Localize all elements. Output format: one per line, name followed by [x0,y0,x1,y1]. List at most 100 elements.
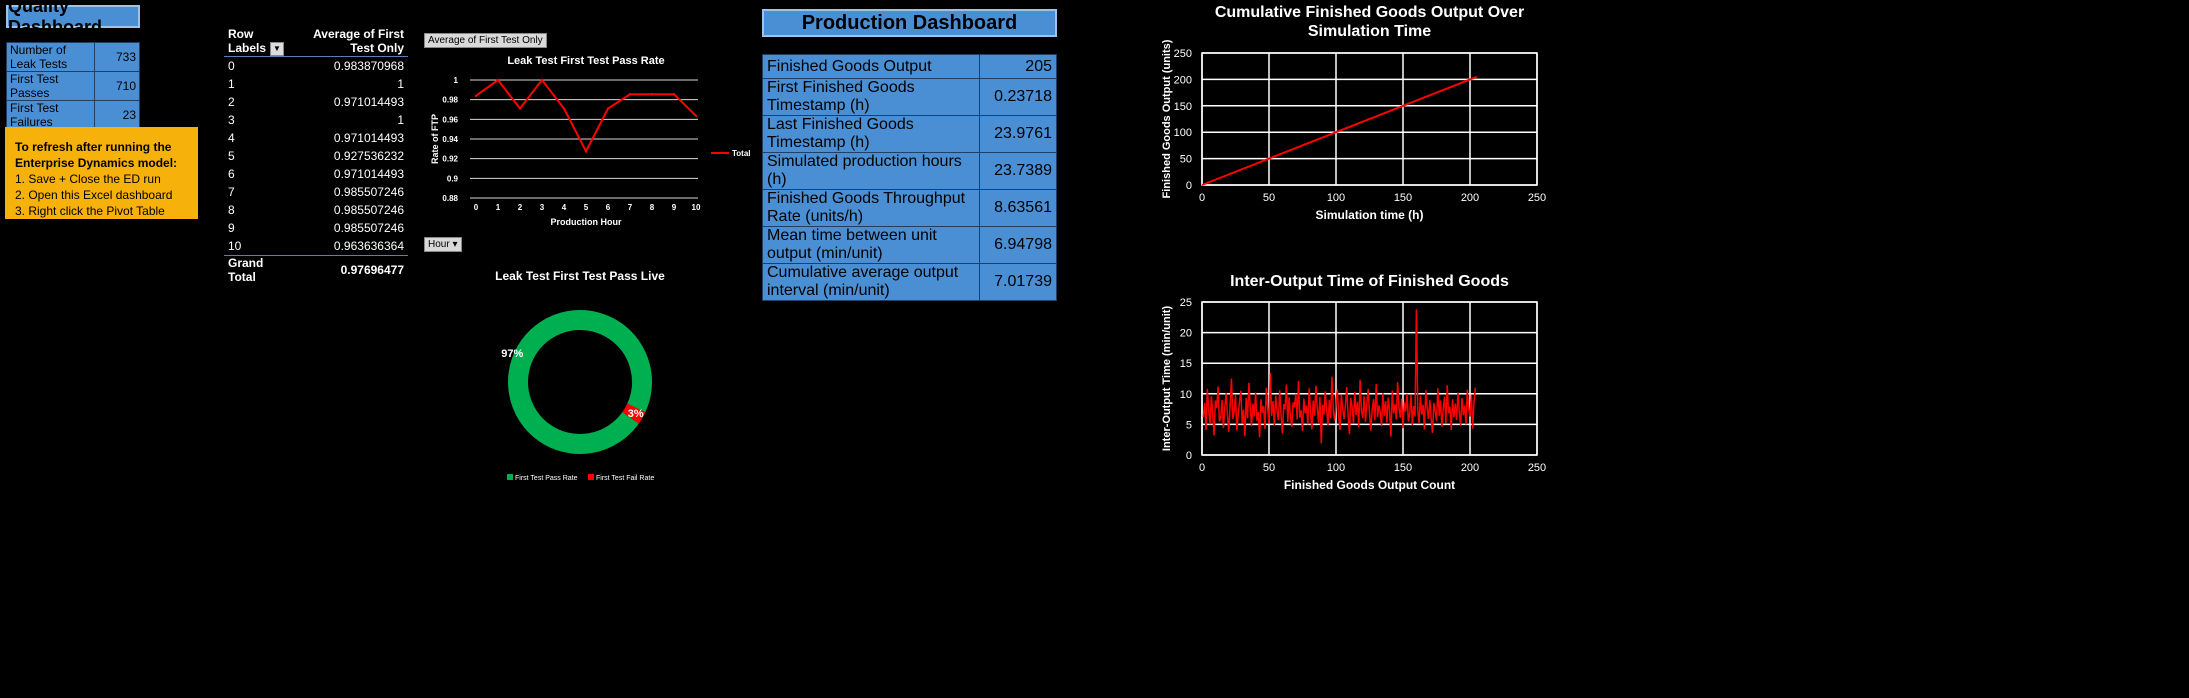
y-tick-label: 0.9 [447,174,459,183]
chart-title: Leak Test First Test Pass Live [495,269,665,283]
grand-total-value: 0.97696477 [292,254,408,284]
y-tick-label: 10 [1180,389,1192,401]
pivot-table[interactable]: Row Labels ▼ Average of First Test Only 0… [224,27,408,284]
y-tick-label: 0 [1186,450,1192,462]
production-label: Last Finished Goods Timestamp (h) [762,115,980,153]
pivot-row-label: 0 [228,58,235,73]
pivot-row-value: 1 [397,76,404,91]
legend-label-fail: First Test Fail Rate [596,475,654,482]
pivot-row-label: 5 [228,148,235,163]
data-point [540,78,544,82]
production-value: 205 [979,54,1057,79]
pivot-row[interactable]: 10 0.963636364 [224,237,408,256]
kpi-value: 710 [94,71,140,101]
x-tick-label: 100 [1327,192,1345,204]
kpi-row: First Test Passes 710 [6,71,140,101]
pivot-row[interactable]: 7 0.985507246 [224,183,408,201]
pivot-row[interactable]: 5 0.927536232 [224,147,408,165]
slice-pass [508,310,652,454]
production-row: Finished Goods Output 205 [762,54,1057,79]
production-value: 6.94798 [979,226,1057,264]
grand-total-label: Grand Total [224,254,293,284]
data-point [628,93,632,96]
pivot-row-value: 0.963636364 [333,238,404,253]
kpi-value: 23 [94,100,140,130]
production-row: Last Finished Goods Timestamp (h) 23.9761 [762,115,1057,153]
data-point [650,93,654,96]
x-tick-label: 200 [1461,462,1479,474]
note-step-3: 3. Right click the Pivot Table and selec… [15,204,165,234]
chart-title: Inter-Output Time of Finished Goods [1230,273,1509,290]
x-tick-label: 0 [1199,462,1205,474]
pivot-row-value: 0.971014493 [333,94,404,109]
production-value: 8.63561 [979,189,1057,227]
y-tick-label: 200 [1174,74,1192,86]
pivot-row-value: 1 [397,112,404,127]
legend-label-pass: First Test Pass Rate [515,475,578,482]
production-row: Simulated production hours (h) 23.7389 [762,152,1057,190]
pivot-row-labels-header[interactable]: Row Labels ▼ [224,27,293,57]
data-point [694,114,698,117]
x-tick-label: 9 [672,203,677,212]
x-tick-label: 100 [1327,462,1345,474]
y-tick-label: 20 [1180,328,1192,340]
filter-dropdown-icon[interactable]: ▼ [270,41,285,56]
x-tick-label: 200 [1461,192,1479,204]
x-tick-label: 150 [1394,192,1412,204]
pivot-chart-value-field-button[interactable]: Average of First Test Only [424,33,547,48]
x-tick-label: 10 [692,203,701,212]
chart-title: Cumulative Finished Goods Output Over Sim… [1215,4,1524,40]
x-tick-label: 8 [650,203,655,212]
pivot-grand-total-row[interactable]: Grand Total 0.97696477 [224,254,408,284]
legend-swatch-fail [588,474,594,480]
production-value: 23.7389 [979,152,1057,190]
pivot-row[interactable]: 8 0.985507246 [224,201,408,219]
production-label: Finished Goods Output [762,54,980,79]
production-value: 23.9761 [979,115,1057,153]
data-point [562,107,566,110]
kpi-label: First Test Passes [6,71,95,101]
kpi-label: Number of Leak Tests [6,42,95,72]
x-tick-label: 0 [1199,192,1205,204]
production-label: Simulated production hours (h) [762,152,980,190]
production-label: First Finished Goods Timestamp (h) [762,78,980,116]
kpi-row: Number of Leak Tests 733 [6,42,140,72]
pivot-row-label: 3 [228,112,235,127]
x-tick-label: 1 [496,203,501,212]
note-step-1: 1. Save + Close the ED run [15,172,161,186]
pivot-chart-hour-field-button[interactable]: Hour ▾ [424,237,462,252]
pivot-row-value: 0.927536232 [333,148,404,163]
production-label: Mean time between unit output (min/unit) [762,226,980,264]
pivot-row[interactable]: 2 0.971014493 [224,93,408,111]
pivot-row[interactable]: 6 0.971014493 [224,165,408,183]
production-row: Finished Goods Throughput Rate (units/h)… [762,189,1057,227]
pivot-row-label: 10 [228,238,242,253]
kpi-label: First Test Failures [6,100,95,130]
x-tick-label: 150 [1394,462,1412,474]
production-value: 0.23718 [979,78,1057,116]
y-axis-label: Finished Goods Output (units) [1161,39,1173,198]
data-point [584,150,588,153]
pivot-row[interactable]: 4 0.971014493 [224,129,408,147]
cumulative-output-chart: Cumulative Finished Goods Output Over Sim… [1161,4,1546,222]
data-point [474,94,478,98]
x-tick-label: 5 [584,203,589,212]
plot-area [1201,301,1538,456]
y-tick-label: 0.88 [442,194,458,203]
legend-label: Total [732,149,751,158]
y-tick-label: 0.92 [442,155,458,164]
y-axis-label: Inter-Output Time (min/unit) [1161,306,1173,452]
data-point [518,107,522,110]
production-dashboard-title: Production Dashboard [762,9,1057,37]
x-tick-label: 250 [1528,462,1546,474]
kpi-value: 733 [94,42,140,72]
pivot-row[interactable]: 0 0.983870968 [224,56,408,75]
pivot-row[interactable]: 9 0.985507246 [224,219,408,237]
y-tick-label: 0.96 [442,115,458,124]
y-tick-label: 0 [1186,180,1192,192]
slice-fail [508,310,652,454]
data-label: 97% [501,348,523,360]
pivot-row-label: 1 [228,76,235,91]
